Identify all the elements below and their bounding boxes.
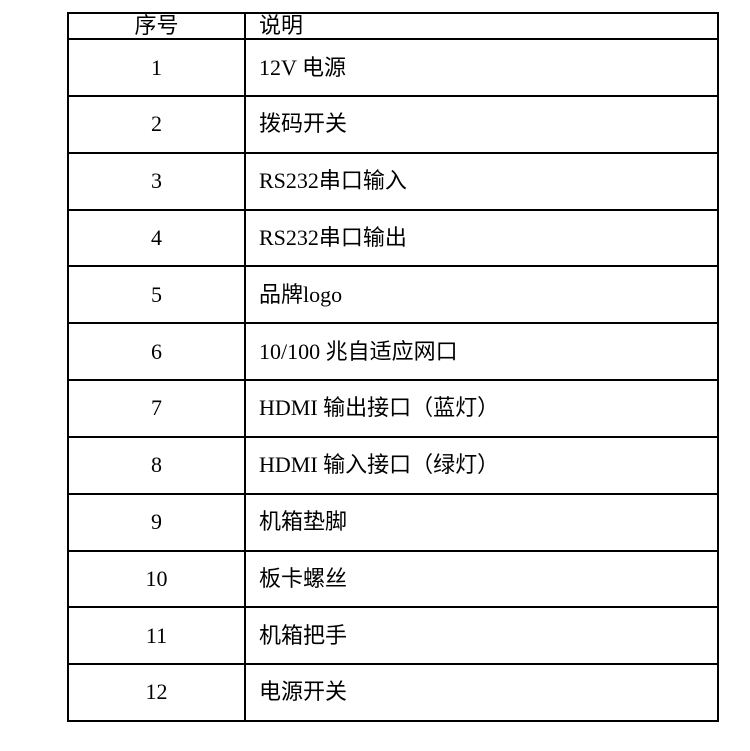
row-description-cell: RS232串口输入 — [244, 151, 719, 211]
row-description-cell: HDMI 输入接口（绿灯） — [244, 435, 719, 495]
table-row: 12 电源开关 — [67, 663, 719, 722]
row-number-cell: 2 — [67, 95, 246, 154]
row-number-cell: 5 — [67, 265, 246, 325]
header-cell-description: 说明 — [244, 11, 719, 41]
table-row: 3 RS232串口输入 — [67, 151, 719, 211]
table-row: 11 机箱把手 — [67, 606, 719, 666]
table-row: 10 板卡螺丝 — [67, 549, 719, 609]
row-number-cell: 10 — [67, 549, 246, 609]
table-row: 9 机箱垫脚 — [67, 492, 719, 552]
row-description-cell: 板卡螺丝 — [244, 549, 719, 609]
table-row: 6 10/100 兆自适应网口 — [67, 322, 719, 382]
table-row: 1 12V 电源 — [67, 38, 719, 97]
row-number-cell: 3 — [67, 151, 246, 211]
row-description-cell: 机箱把手 — [244, 606, 719, 666]
row-description-cell: 电源开关 — [244, 663, 719, 722]
row-number-cell: 6 — [67, 322, 246, 382]
table-row: 7 HDMI 输出接口（蓝灯） — [67, 379, 719, 438]
row-description-cell: RS232串口输出 — [244, 208, 719, 268]
row-description-cell: 10/100 兆自适应网口 — [244, 322, 719, 382]
row-number-cell: 7 — [67, 379, 246, 438]
spec-table-body: 1 12V 电源 2 拨码开关 3 RS232串口输入 4 RS232串口输出 … — [67, 38, 719, 722]
table-row: 4 RS232串口输出 — [67, 208, 719, 268]
spec-table-header: 序号 说明 — [67, 11, 719, 41]
row-description-cell: 品牌logo — [244, 265, 719, 325]
header-row: 序号 说明 — [67, 11, 719, 41]
table-row: 5 品牌logo — [67, 265, 719, 325]
row-description-cell: HDMI 输出接口（蓝灯） — [244, 379, 719, 438]
row-description-cell: 拨码开关 — [244, 95, 719, 154]
row-number-cell: 1 — [67, 38, 246, 97]
table-row: 8 HDMI 输入接口（绿灯） — [67, 435, 719, 495]
row-description-cell: 12V 电源 — [244, 38, 719, 97]
row-number-cell: 8 — [67, 435, 246, 495]
header-cell-index: 序号 — [67, 11, 246, 41]
row-number-cell: 11 — [67, 606, 246, 666]
row-number-cell: 4 — [67, 208, 246, 268]
row-number-cell: 12 — [67, 663, 246, 722]
row-number-cell: 9 — [67, 492, 246, 552]
row-description-cell: 机箱垫脚 — [244, 492, 719, 552]
spec-table: 序号 说明 1 12V 电源 2 拨码开关 3 RS232串口输入 4 RS23… — [67, 11, 719, 722]
table-row: 2 拨码开关 — [67, 95, 719, 154]
